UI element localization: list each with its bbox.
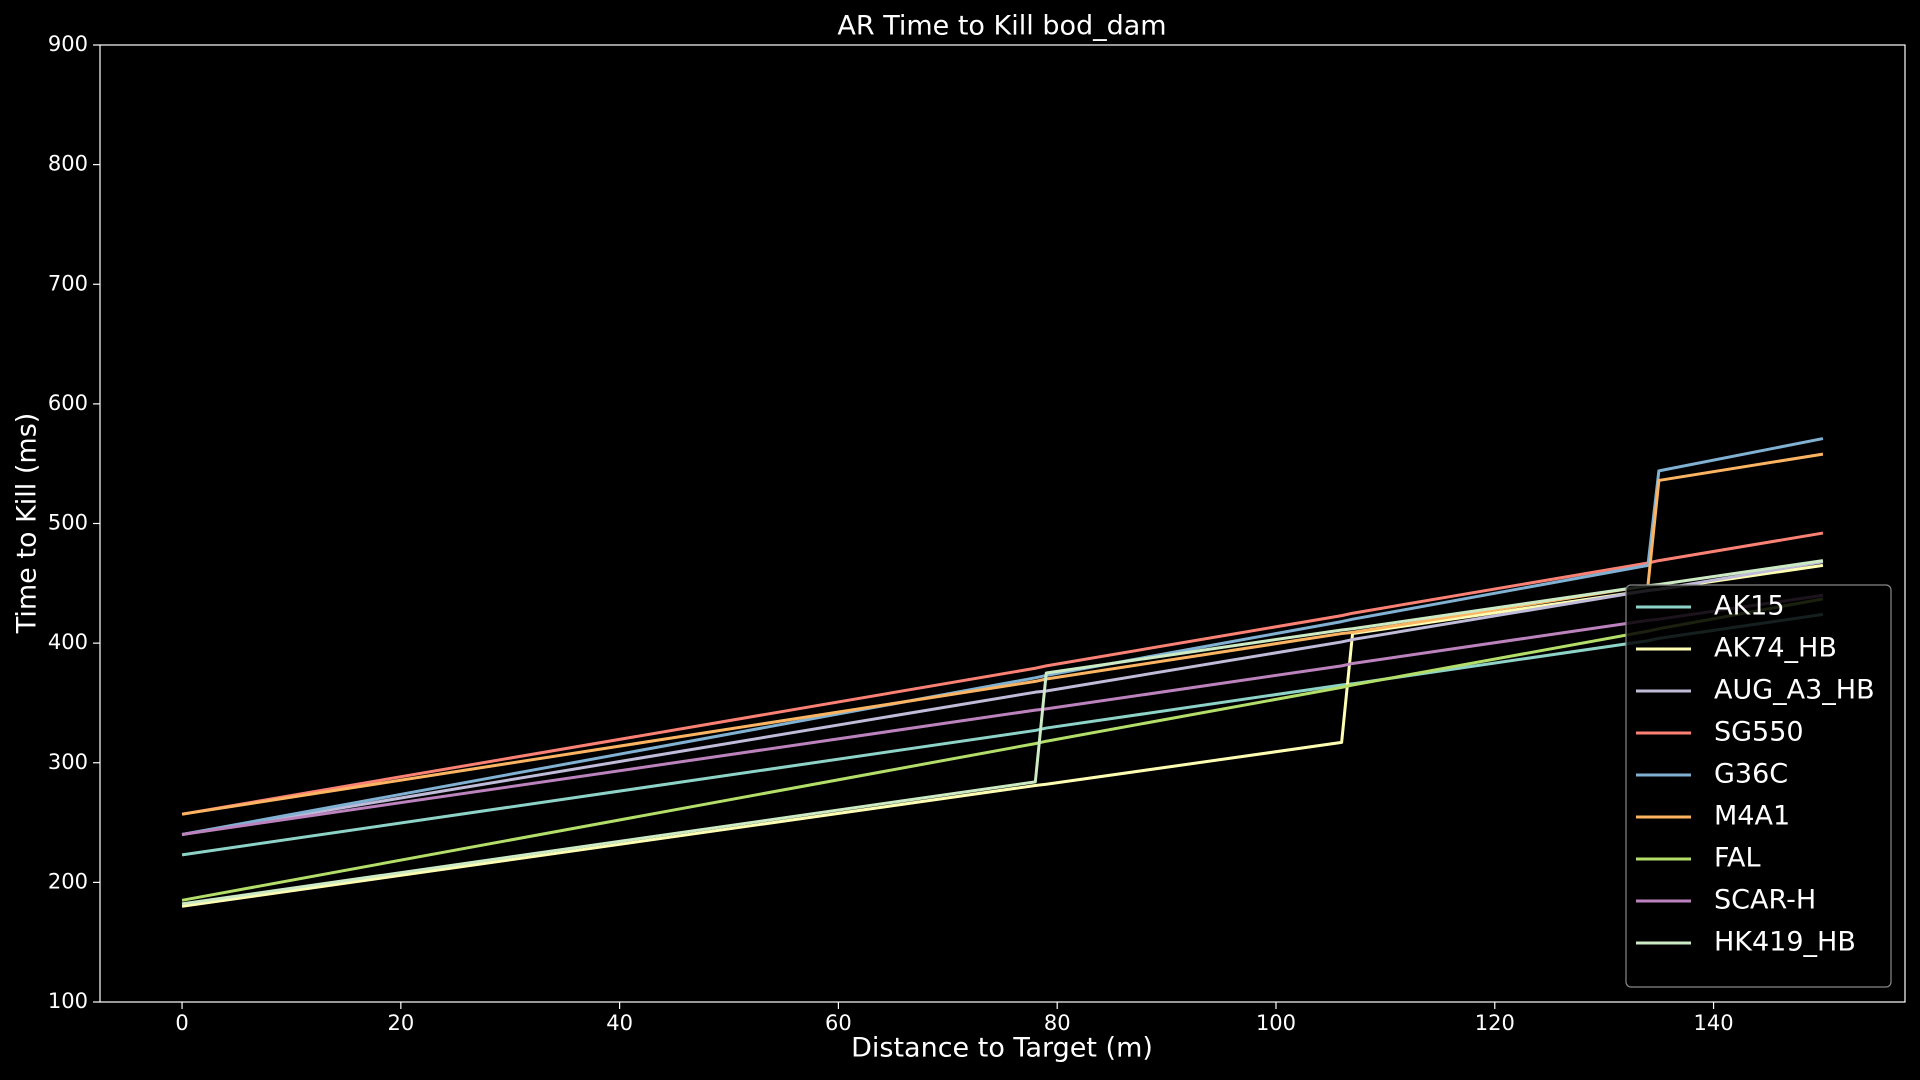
x-tick-label: 0 xyxy=(175,1011,188,1035)
series-line xyxy=(181,597,1824,902)
x-tick-label: 20 xyxy=(387,1011,414,1035)
x-tick-label: 140 xyxy=(1694,1011,1734,1035)
y-tick-label: 200 xyxy=(48,869,88,893)
chart-title: AR Time to Kill bod_dam xyxy=(837,11,1166,42)
y-tick-label: 500 xyxy=(48,511,88,535)
legend-label: SG550 xyxy=(1714,717,1804,748)
x-axis-label: Distance to Target (m) xyxy=(851,1033,1153,1064)
series-line xyxy=(181,531,1824,816)
y-axis-label: Time to Kill (ms) xyxy=(12,413,43,635)
legend-label: FAL xyxy=(1714,843,1761,874)
series-line xyxy=(181,559,1824,906)
y-tick-label: 300 xyxy=(48,750,88,774)
legend: AK15 AK74_HB AUG_A3_HB SG550 G36C M4A1 FAL SCAR… xyxy=(1625,584,1892,988)
y-tick-label: 600 xyxy=(48,391,88,415)
plot-frame xyxy=(99,44,1906,1003)
x-tick-label: 40 xyxy=(606,1011,633,1035)
legend-label: HK419_HB xyxy=(1714,927,1856,958)
series-line xyxy=(181,593,1824,837)
x-tick-label: 60 xyxy=(825,1011,852,1035)
legend-label: AUG_A3_HB xyxy=(1714,675,1875,706)
legend-label: G36C xyxy=(1714,759,1788,790)
legend-label: SCAR-H xyxy=(1714,885,1816,916)
legend-label: M4A1 xyxy=(1714,801,1790,832)
x-tick-label: 100 xyxy=(1256,1011,1296,1035)
y-tick-label: 800 xyxy=(48,152,88,176)
legend-box xyxy=(1625,584,1892,988)
legend-label: AK74_HB xyxy=(1714,633,1837,664)
y-tick-label: 900 xyxy=(48,32,88,56)
y-tick-label: 700 xyxy=(48,271,88,295)
x-tick-label: 120 xyxy=(1475,1011,1515,1035)
series-line xyxy=(181,560,1824,837)
y-tick-label: 400 xyxy=(48,630,88,654)
legend-label: AK15 xyxy=(1714,591,1785,622)
series-line xyxy=(181,452,1824,816)
y-tick-label: 100 xyxy=(48,989,88,1013)
x-tick-label: 80 xyxy=(1044,1011,1071,1035)
series-line xyxy=(181,612,1824,857)
